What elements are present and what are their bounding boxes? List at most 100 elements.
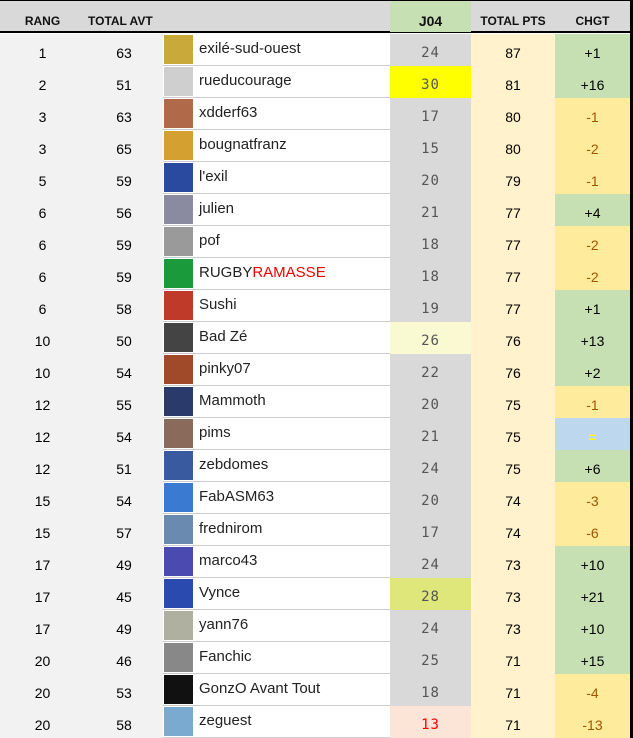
avatar bbox=[163, 290, 195, 322]
total-points: 76 bbox=[471, 354, 555, 386]
player-name: frednirom bbox=[195, 514, 390, 546]
player-name-text: pims bbox=[199, 424, 231, 441]
table-row: 10 50 Bad Zé 26 76 +13 bbox=[0, 322, 630, 354]
player-name: marco43 bbox=[195, 546, 390, 578]
avatar-image bbox=[164, 707, 193, 736]
rank-change: +1 bbox=[555, 290, 630, 322]
j04-points: 26 bbox=[390, 322, 471, 354]
avatar-image bbox=[164, 355, 193, 384]
player-name-text: rueducourage bbox=[199, 72, 292, 89]
table-row: 15 54 FabASM63 20 74 -3 bbox=[0, 482, 630, 514]
rank-change: +6 bbox=[555, 450, 630, 482]
rank-change: +2 bbox=[555, 354, 630, 386]
total-points: 73 bbox=[471, 610, 555, 642]
rank: 6 bbox=[0, 258, 85, 290]
total-before: 56 bbox=[85, 194, 163, 226]
avatar bbox=[163, 194, 195, 226]
total-before: 45 bbox=[85, 578, 163, 610]
rank: 10 bbox=[0, 322, 85, 354]
rank-change: +10 bbox=[555, 546, 630, 578]
player-name-text: Bad Zé bbox=[199, 328, 248, 345]
player-name: RUGBYRAMASSE bbox=[195, 258, 390, 290]
avatar-image bbox=[164, 547, 193, 576]
player-name: pinky07 bbox=[195, 354, 390, 386]
avatar bbox=[163, 450, 195, 482]
total-points: 77 bbox=[471, 258, 555, 290]
table-row: 17 49 yann76 24 73 +10 bbox=[0, 610, 630, 642]
table-row: 12 51 zebdomes 24 75 +6 bbox=[0, 450, 630, 482]
total-points: 80 bbox=[471, 98, 555, 130]
table-row: 12 54 pims 21 75 = bbox=[0, 418, 630, 450]
total-before: 63 bbox=[85, 34, 163, 66]
rank: 17 bbox=[0, 546, 85, 578]
avatar bbox=[163, 386, 195, 418]
j04-points: 17 bbox=[390, 514, 471, 546]
avatar-image bbox=[164, 99, 193, 128]
player-name: l'exil bbox=[195, 162, 390, 194]
rank: 20 bbox=[0, 674, 85, 706]
j04-points: 18 bbox=[390, 674, 471, 706]
total-points: 77 bbox=[471, 290, 555, 322]
player-name-text: bougnatfranz bbox=[199, 136, 287, 153]
j04-points: 24 bbox=[390, 450, 471, 482]
total-before: 49 bbox=[85, 610, 163, 642]
rank: 2 bbox=[0, 66, 85, 98]
player-name-text: Sushi bbox=[199, 296, 237, 313]
player-name: bougnatfranz bbox=[195, 130, 390, 162]
total-before: 58 bbox=[85, 706, 163, 738]
total-before: 54 bbox=[85, 418, 163, 450]
j04-points: 13 bbox=[390, 706, 471, 738]
player-name: Vynce bbox=[195, 578, 390, 610]
rank-change: +21 bbox=[555, 578, 630, 610]
rank-change: -1 bbox=[555, 162, 630, 194]
table-row: 20 58 zeguest 13 71 -13 bbox=[0, 706, 630, 738]
table-row: 12 55 Mammoth 20 75 -1 bbox=[0, 386, 630, 418]
player-name: GonzO Avant Tout bbox=[195, 674, 390, 706]
total-points: 87 bbox=[471, 34, 555, 66]
j04-points: 30 bbox=[390, 66, 471, 98]
player-name: Bad Zé bbox=[195, 322, 390, 354]
player-name: pims bbox=[195, 418, 390, 450]
avatar-image bbox=[164, 131, 193, 160]
player-name-text: frednirom bbox=[199, 520, 263, 537]
total-before: 54 bbox=[85, 354, 163, 386]
avatar-image bbox=[164, 291, 193, 320]
avatar bbox=[163, 130, 195, 162]
rank: 3 bbox=[0, 98, 85, 130]
rank: 1 bbox=[0, 34, 85, 66]
j04-points: 20 bbox=[390, 162, 471, 194]
rank: 12 bbox=[0, 450, 85, 482]
avatar bbox=[163, 98, 195, 130]
avatar bbox=[163, 706, 195, 738]
rank-change: -6 bbox=[555, 514, 630, 546]
player-name-text: Fanchic bbox=[199, 648, 252, 665]
rank-change: +10 bbox=[555, 610, 630, 642]
j04-points: 18 bbox=[390, 226, 471, 258]
avatar-image bbox=[164, 611, 193, 640]
total-before: 49 bbox=[85, 546, 163, 578]
total-points: 71 bbox=[471, 706, 555, 738]
header-rang: RANG bbox=[24, 14, 61, 28]
rank-change: +1 bbox=[555, 34, 630, 66]
rank: 10 bbox=[0, 354, 85, 386]
total-points: 75 bbox=[471, 450, 555, 482]
rank: 6 bbox=[0, 194, 85, 226]
table-row: 3 65 bougnatfranz 15 80 -2 bbox=[0, 130, 630, 162]
total-before: 51 bbox=[85, 66, 163, 98]
rank-change: -2 bbox=[555, 130, 630, 162]
total-points: 81 bbox=[471, 66, 555, 98]
j04-points: 25 bbox=[390, 642, 471, 674]
avatar bbox=[163, 34, 195, 66]
total-before: 50 bbox=[85, 322, 163, 354]
avatar bbox=[163, 322, 195, 354]
player-name-text: exilé-sud-ouest bbox=[199, 40, 301, 57]
total-points: 80 bbox=[471, 130, 555, 162]
total-points: 71 bbox=[471, 642, 555, 674]
table-row: 6 58 Sushi 19 77 +1 bbox=[0, 290, 630, 322]
player-name: yann76 bbox=[195, 610, 390, 642]
table-row: 5 59 l'exil 20 79 -1 bbox=[0, 162, 630, 194]
player-name: xdderf63 bbox=[195, 98, 390, 130]
rank: 20 bbox=[0, 642, 85, 674]
player-name-text: pof bbox=[199, 232, 220, 249]
